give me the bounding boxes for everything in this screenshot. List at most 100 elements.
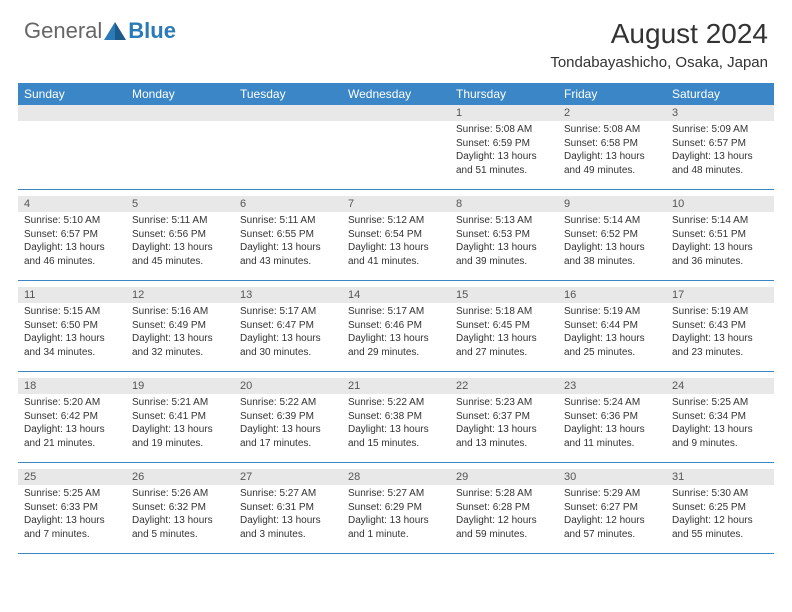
date-number: 17	[666, 287, 774, 303]
day-detail: Sunrise: 5:19 AMSunset: 6:44 PMDaylight:…	[558, 303, 666, 363]
date-number: 22	[450, 378, 558, 394]
calendar-cell: 31Sunrise: 5:30 AMSunset: 6:25 PMDayligh…	[666, 469, 774, 553]
date-number: 9	[558, 196, 666, 212]
calendar-cell: 23Sunrise: 5:24 AMSunset: 6:36 PMDayligh…	[558, 378, 666, 462]
calendar-cell: 13Sunrise: 5:17 AMSunset: 6:47 PMDayligh…	[234, 287, 342, 371]
calendar-cell: 11Sunrise: 5:15 AMSunset: 6:50 PMDayligh…	[18, 287, 126, 371]
date-number: 29	[450, 469, 558, 485]
day-detail: Sunrise: 5:17 AMSunset: 6:46 PMDaylight:…	[342, 303, 450, 363]
day-header: Thursday	[450, 83, 558, 105]
calendar-cell: 7Sunrise: 5:12 AMSunset: 6:54 PMDaylight…	[342, 196, 450, 280]
calendar-cell: 29Sunrise: 5:28 AMSunset: 6:28 PMDayligh…	[450, 469, 558, 553]
date-number: 25	[18, 469, 126, 485]
day-detail: Sunrise: 5:11 AMSunset: 6:56 PMDaylight:…	[126, 212, 234, 272]
calendar-cell: 20Sunrise: 5:22 AMSunset: 6:39 PMDayligh…	[234, 378, 342, 462]
day-detail: Sunrise: 5:22 AMSunset: 6:38 PMDaylight:…	[342, 394, 450, 454]
date-number: 30	[558, 469, 666, 485]
day-detail: Sunrise: 5:11 AMSunset: 6:55 PMDaylight:…	[234, 212, 342, 272]
calendar-cell: 12Sunrise: 5:16 AMSunset: 6:49 PMDayligh…	[126, 287, 234, 371]
week-row: 11Sunrise: 5:15 AMSunset: 6:50 PMDayligh…	[18, 287, 774, 372]
week-row: 25Sunrise: 5:25 AMSunset: 6:33 PMDayligh…	[18, 469, 774, 554]
calendar-cell: 17Sunrise: 5:19 AMSunset: 6:43 PMDayligh…	[666, 287, 774, 371]
date-number: 7	[342, 196, 450, 212]
day-detail: Sunrise: 5:12 AMSunset: 6:54 PMDaylight:…	[342, 212, 450, 272]
date-number: 26	[126, 469, 234, 485]
logo-text-general: General	[24, 18, 102, 44]
day-detail: Sunrise: 5:19 AMSunset: 6:43 PMDaylight:…	[666, 303, 774, 363]
date-number: 8	[450, 196, 558, 212]
day-detail: Sunrise: 5:26 AMSunset: 6:32 PMDaylight:…	[126, 485, 234, 545]
calendar-cell: 8Sunrise: 5:13 AMSunset: 6:53 PMDaylight…	[450, 196, 558, 280]
date-number: 3	[666, 105, 774, 121]
day-detail: Sunrise: 5:30 AMSunset: 6:25 PMDaylight:…	[666, 485, 774, 545]
week-row: 18Sunrise: 5:20 AMSunset: 6:42 PMDayligh…	[18, 378, 774, 463]
day-detail: Sunrise: 5:25 AMSunset: 6:33 PMDaylight:…	[18, 485, 126, 545]
day-detail: Sunrise: 5:08 AMSunset: 6:58 PMDaylight:…	[558, 121, 666, 181]
title-block: August 2024 Tondabayashicho, Osaka, Japa…	[550, 18, 768, 71]
date-number: 27	[234, 469, 342, 485]
date-number-empty	[126, 105, 234, 121]
day-header: Saturday	[666, 83, 774, 105]
day-detail: Sunrise: 5:13 AMSunset: 6:53 PMDaylight:…	[450, 212, 558, 272]
day-detail: Sunrise: 5:27 AMSunset: 6:31 PMDaylight:…	[234, 485, 342, 545]
date-number: 20	[234, 378, 342, 394]
calendar: SundayMondayTuesdayWednesdayThursdayFrid…	[0, 77, 792, 554]
logo: General Blue	[24, 18, 176, 44]
calendar-cell: 22Sunrise: 5:23 AMSunset: 6:37 PMDayligh…	[450, 378, 558, 462]
date-number: 23	[558, 378, 666, 394]
calendar-cell: 3Sunrise: 5:09 AMSunset: 6:57 PMDaylight…	[666, 105, 774, 189]
date-number: 14	[342, 287, 450, 303]
day-header: Sunday	[18, 83, 126, 105]
calendar-cell: 1Sunrise: 5:08 AMSunset: 6:59 PMDaylight…	[450, 105, 558, 189]
day-detail: Sunrise: 5:08 AMSunset: 6:59 PMDaylight:…	[450, 121, 558, 181]
calendar-cell: 2Sunrise: 5:08 AMSunset: 6:58 PMDaylight…	[558, 105, 666, 189]
date-number: 16	[558, 287, 666, 303]
calendar-cell: 28Sunrise: 5:27 AMSunset: 6:29 PMDayligh…	[342, 469, 450, 553]
location-text: Tondabayashicho, Osaka, Japan	[550, 54, 768, 71]
day-detail: Sunrise: 5:16 AMSunset: 6:49 PMDaylight:…	[126, 303, 234, 363]
week-row: 4Sunrise: 5:10 AMSunset: 6:57 PMDaylight…	[18, 196, 774, 281]
day-header: Monday	[126, 83, 234, 105]
day-detail: Sunrise: 5:17 AMSunset: 6:47 PMDaylight:…	[234, 303, 342, 363]
month-title: August 2024	[550, 18, 768, 50]
day-detail: Sunrise: 5:22 AMSunset: 6:39 PMDaylight:…	[234, 394, 342, 454]
weeks-container: 1Sunrise: 5:08 AMSunset: 6:59 PMDaylight…	[18, 105, 774, 554]
calendar-cell: 15Sunrise: 5:18 AMSunset: 6:45 PMDayligh…	[450, 287, 558, 371]
calendar-cell: 25Sunrise: 5:25 AMSunset: 6:33 PMDayligh…	[18, 469, 126, 553]
date-number: 19	[126, 378, 234, 394]
day-detail: Sunrise: 5:14 AMSunset: 6:52 PMDaylight:…	[558, 212, 666, 272]
day-detail: Sunrise: 5:10 AMSunset: 6:57 PMDaylight:…	[18, 212, 126, 272]
calendar-cell	[234, 105, 342, 189]
calendar-cell: 16Sunrise: 5:19 AMSunset: 6:44 PMDayligh…	[558, 287, 666, 371]
calendar-cell: 6Sunrise: 5:11 AMSunset: 6:55 PMDaylight…	[234, 196, 342, 280]
date-number: 15	[450, 287, 558, 303]
day-headers-row: SundayMondayTuesdayWednesdayThursdayFrid…	[18, 83, 774, 105]
day-header: Tuesday	[234, 83, 342, 105]
day-detail: Sunrise: 5:28 AMSunset: 6:28 PMDaylight:…	[450, 485, 558, 545]
day-detail: Sunrise: 5:23 AMSunset: 6:37 PMDaylight:…	[450, 394, 558, 454]
calendar-cell: 10Sunrise: 5:14 AMSunset: 6:51 PMDayligh…	[666, 196, 774, 280]
day-detail: Sunrise: 5:27 AMSunset: 6:29 PMDaylight:…	[342, 485, 450, 545]
day-detail: Sunrise: 5:21 AMSunset: 6:41 PMDaylight:…	[126, 394, 234, 454]
calendar-cell: 26Sunrise: 5:26 AMSunset: 6:32 PMDayligh…	[126, 469, 234, 553]
date-number: 31	[666, 469, 774, 485]
date-number: 13	[234, 287, 342, 303]
calendar-cell	[18, 105, 126, 189]
calendar-cell: 24Sunrise: 5:25 AMSunset: 6:34 PMDayligh…	[666, 378, 774, 462]
date-number: 21	[342, 378, 450, 394]
date-number: 12	[126, 287, 234, 303]
calendar-cell: 18Sunrise: 5:20 AMSunset: 6:42 PMDayligh…	[18, 378, 126, 462]
day-detail: Sunrise: 5:25 AMSunset: 6:34 PMDaylight:…	[666, 394, 774, 454]
day-detail: Sunrise: 5:24 AMSunset: 6:36 PMDaylight:…	[558, 394, 666, 454]
logo-text-blue: Blue	[128, 18, 176, 44]
day-detail: Sunrise: 5:20 AMSunset: 6:42 PMDaylight:…	[18, 394, 126, 454]
day-detail: Sunrise: 5:18 AMSunset: 6:45 PMDaylight:…	[450, 303, 558, 363]
date-number: 18	[18, 378, 126, 394]
calendar-cell	[342, 105, 450, 189]
calendar-cell: 19Sunrise: 5:21 AMSunset: 6:41 PMDayligh…	[126, 378, 234, 462]
calendar-cell: 14Sunrise: 5:17 AMSunset: 6:46 PMDayligh…	[342, 287, 450, 371]
calendar-cell: 9Sunrise: 5:14 AMSunset: 6:52 PMDaylight…	[558, 196, 666, 280]
day-header: Wednesday	[342, 83, 450, 105]
date-number: 28	[342, 469, 450, 485]
date-number: 6	[234, 196, 342, 212]
